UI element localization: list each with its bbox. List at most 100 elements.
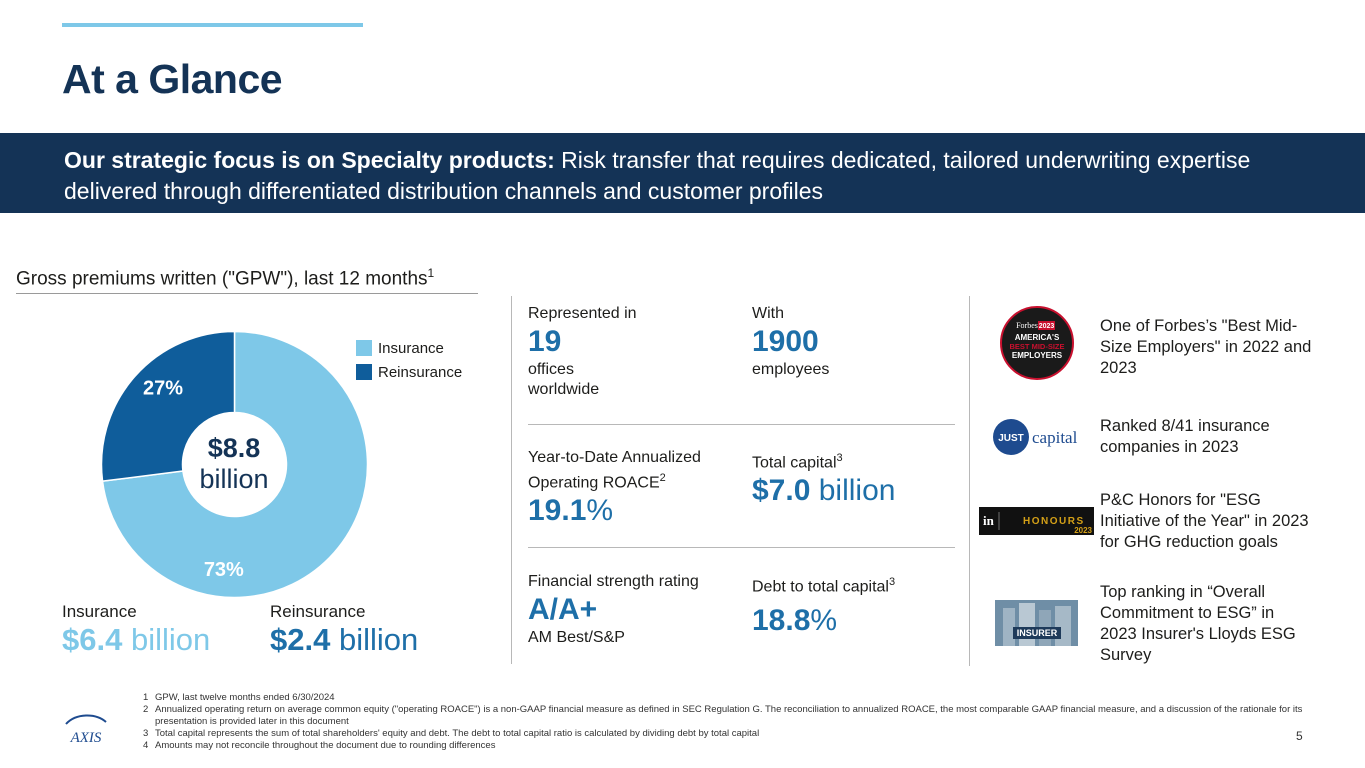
banner-bold-text: Our strategic focus is on Specialty prod… <box>64 147 555 173</box>
footnote-4: 4 Amounts may not reconcile throughout th… <box>143 740 1303 752</box>
stat-debt-unit: % <box>810 604 838 638</box>
stat-capital-footnote: 3 <box>836 452 843 464</box>
legend-item-reinsurance: Reinsurance <box>356 360 462 384</box>
stat-capital-unit: billion <box>810 474 896 508</box>
reinsurance-segment-name: Reinsurance <box>270 602 366 621</box>
insurance-amount: $6.4 <box>62 622 123 657</box>
stats-row-divider-1 <box>528 424 955 425</box>
footnote-3-num: 3 <box>143 728 149 739</box>
stat-offices-sub1: offices <box>528 361 574 378</box>
stat-capital-label: Total capital3 <box>752 448 895 473</box>
stat-debt-value: 18.8% <box>752 603 895 639</box>
footnote-2: 2 Annualized operating return on average … <box>143 704 1303 728</box>
page-title: At a Glance <box>62 56 283 102</box>
reinsurance-unit: billion <box>330 622 419 657</box>
title-accent-rule <box>62 23 363 27</box>
forbes-badge-line1: AMERICA'S <box>1015 333 1060 342</box>
insurance-segment: Insurance $6.4 billion <box>62 602 210 658</box>
forbes-badge-line3: EMPLOYERS <box>1012 351 1063 360</box>
donut-slice-insurance <box>101 331 368 598</box>
stat-debt-footnote: 3 <box>888 576 896 588</box>
stat-debt: Debt to total capital3 18.8% <box>752 572 895 639</box>
footnote-2-num: 2 <box>143 704 149 715</box>
forbes-badge-year: 2023 <box>1039 323 1055 330</box>
footnotes: 1 GPW, last twelve months ended 6/30/2024… <box>143 692 1303 752</box>
just-logo-text: JUST <box>998 433 1024 444</box>
gpw-total-amount: $8.8 <box>207 433 261 463</box>
footnote-1-text: GPW, last twelve months ended 6/30/2024 <box>155 692 335 703</box>
gpw-legend: Insurance Reinsurance <box>356 336 462 384</box>
stat-debt-label: Debt to total capital3 <box>752 572 895 597</box>
footnote-3: 3 Total capital represents the sum of tot… <box>143 728 1303 740</box>
stat-employees-sub: employees <box>752 361 830 378</box>
donut-slice-reinsurance <box>101 331 236 483</box>
gpw-heading: Gross premiums written ("GPW"), last 12 … <box>16 266 434 290</box>
insurer-survey-logo-icon: INSURER <box>995 600 1078 646</box>
reinsurance-amount: $2.4 <box>270 622 331 657</box>
stat-capital-value: $7.0 billion <box>752 473 895 509</box>
stats-row-divider-2 <box>528 547 955 548</box>
stat-roace-label2: Operating ROACE2 <box>528 468 701 493</box>
stat-capital-label-text: Total capital <box>752 454 837 472</box>
gpw-heading-rule <box>16 293 478 294</box>
award-forbes-text: One of Forbes’s "Best Mid-Size Employers… <box>1100 317 1312 377</box>
stat-rating-value: A/A+ <box>528 593 598 626</box>
legend-swatch-reinsurance <box>356 364 372 380</box>
stat-debt-label-text: Debt to total capital <box>752 578 889 596</box>
stat-employees: With 1900 employees <box>752 304 829 380</box>
just-capital-logo-icon: JUST capital <box>993 419 1078 455</box>
stat-offices-sub2: worldwide <box>528 381 600 398</box>
strategy-banner: Our strategic focus is on Specialty prod… <box>0 133 1365 213</box>
gpw-heading-footnote: 1 <box>427 266 435 280</box>
forbes-badge-brand: Forbes <box>1016 321 1038 330</box>
stat-roace-label2-text: Operating ROACE <box>528 474 660 492</box>
award-honours-text: P&C Honors for "ESG Initiative of the Ye… <box>1100 491 1309 551</box>
footnote-1-num: 1 <box>143 692 149 703</box>
gpw-donut-chart: 73% 27% <box>101 331 368 598</box>
donut-label-reinsurance: 27% <box>143 378 183 400</box>
gpw-heading-text: Gross premiums written ("GPW"), last 12 … <box>16 268 428 290</box>
stat-roace-number: 19.1 <box>528 494 587 528</box>
insider-logo-mark: in <box>983 513 995 528</box>
page-number: 5 <box>1296 729 1303 743</box>
award-just-capital-text: Ranked 8/41 insurance companies in 2023 <box>1100 417 1270 456</box>
footnote-1: 1 GPW, last twelve months ended 6/30/2024 <box>143 692 1303 704</box>
insurance-segment-value: $6.4 billion <box>62 622 210 658</box>
reinsurance-segment-value: $2.4 billion <box>270 622 418 658</box>
footnote-4-num: 4 <box>143 740 149 751</box>
stat-offices-value: 19 <box>528 325 562 358</box>
stats-left-divider <box>511 296 512 664</box>
legend-swatch-insurance <box>356 340 372 356</box>
honours-logo-text: HONOURS <box>1023 516 1085 527</box>
footnote-2-text: Annualized operating return on average c… <box>155 704 1303 727</box>
stat-roace: Year-to-Date Annualized Operating ROACE2… <box>528 448 701 529</box>
stat-capital: Total capital3 $7.0 billion <box>752 448 895 509</box>
stat-rating-sub: AM Best/S&P <box>528 629 625 646</box>
axis-logo-text: AXIS <box>70 730 102 746</box>
insurance-unit: billion <box>122 622 211 657</box>
stat-offices-label: Represented in <box>528 305 637 322</box>
stat-rating: Financial strength rating A/A+ AM Best/S… <box>528 572 699 648</box>
stat-capital-number: $7.0 <box>752 474 811 508</box>
stat-roace-footnote: 2 <box>659 472 666 484</box>
insurance-segment-name: Insurance <box>62 602 137 621</box>
stat-rating-label: Financial strength rating <box>528 573 699 590</box>
footnote-3-text: Total capital represents the sum of tota… <box>155 728 760 739</box>
awards-divider <box>969 296 970 666</box>
stat-roace-label1: Year-to-Date Annualized <box>528 449 701 466</box>
forbes-badge-line2: BEST MID-SIZE <box>1009 342 1064 351</box>
capital-logo-text: capital <box>1032 428 1078 447</box>
reinsurance-segment: Reinsurance $2.4 billion <box>270 602 418 658</box>
axis-logo-icon: AXIS <box>65 714 107 746</box>
donut-label-insurance: 73% <box>204 559 244 581</box>
award-insurer-text: Top ranking in “Overall Commitment to ES… <box>1100 583 1296 664</box>
stat-offices: Represented in 19 offices worldwide <box>528 304 637 400</box>
insurance-insider-honours-logo-icon: in HONOURS 2023 <box>979 507 1094 535</box>
insurer-logo-text: INSURER <box>1017 628 1058 638</box>
gpw-total-unit: billion <box>199 464 269 494</box>
legend-item-insurance: Insurance <box>356 336 462 360</box>
footnote-4-text: Amounts may not reconcile throughout the… <box>155 740 496 751</box>
honours-logo-year: 2023 <box>1074 526 1092 535</box>
stat-debt-number: 18.8 <box>752 604 811 638</box>
stat-employees-label: With <box>752 305 784 322</box>
